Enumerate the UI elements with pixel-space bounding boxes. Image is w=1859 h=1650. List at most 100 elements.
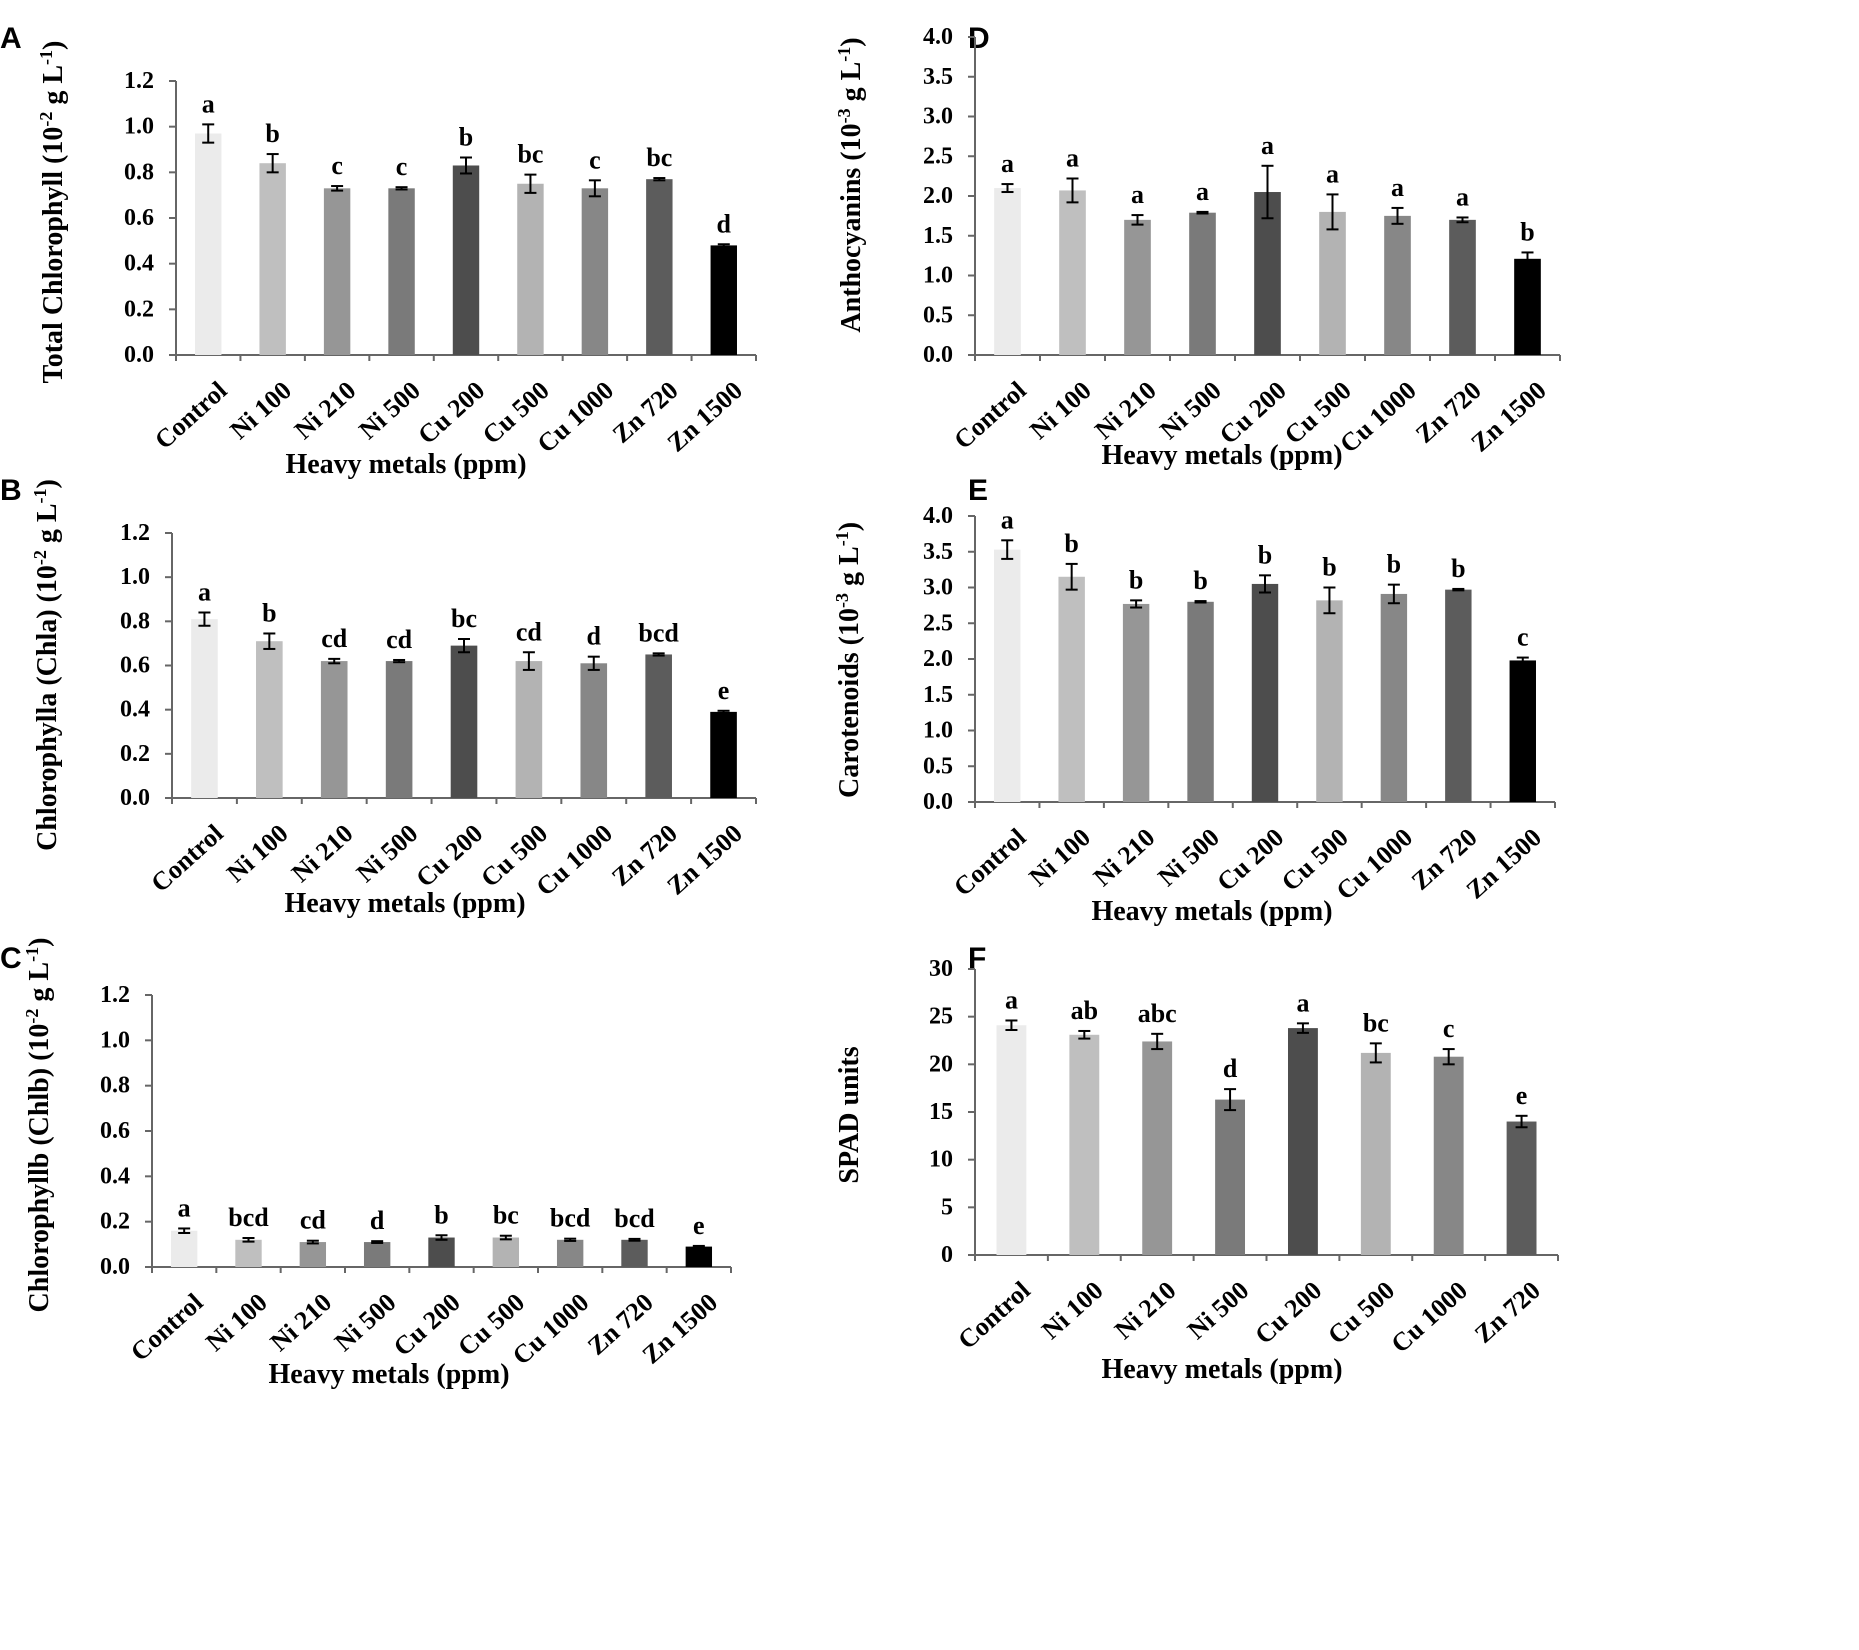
significance-letter: cd <box>300 1206 327 1235</box>
significance-letter: b <box>1322 553 1336 582</box>
bar <box>710 711 737 798</box>
panel-letter: A <box>0 22 22 55</box>
y-tick-label: 4.0 <box>923 24 953 50</box>
bar <box>320 661 348 798</box>
bar <box>685 1246 713 1267</box>
significance-letter: cd <box>516 617 543 646</box>
bar <box>1433 1056 1464 1255</box>
significance-letter: c <box>589 145 601 174</box>
bar <box>1360 1052 1391 1255</box>
x-tick-label: Ni 500 <box>1182 1276 1255 1345</box>
bar <box>994 188 1021 355</box>
y-tick-label: 3.5 <box>923 64 953 90</box>
significance-letter: bc <box>493 1201 519 1230</box>
panel-letter: D <box>968 22 990 55</box>
significance-letter: c <box>1443 1014 1455 1043</box>
bar <box>385 661 413 798</box>
x-tick-label: Control <box>948 376 1031 455</box>
x-tick-label: Ni 100 <box>1036 1276 1109 1345</box>
x-axis-title: Heavy metals (ppm) <box>268 1359 509 1390</box>
significance-letter: d <box>370 1206 385 1235</box>
x-tick-label: Cu 200 <box>412 376 490 450</box>
bar <box>710 245 737 355</box>
bar <box>388 188 415 355</box>
y-tick-label: 0.5 <box>923 302 953 328</box>
y-axis-title: Chlorophyllb (Chlb) (10-2 g L-1) <box>22 938 55 1313</box>
chart-panel-a: A 0.0 0.2 0.4 0.6 0.8 1.0 1.2 a Control b Ni 100 c Ni… <box>0 22 757 480</box>
significance-letter: bc <box>646 143 672 172</box>
y-tick-label: 4.0 <box>923 503 953 529</box>
y-tick-label: 1.0 <box>100 1027 130 1053</box>
x-tick-label: Ni 500 <box>1154 376 1227 445</box>
x-tick-label: Ni 500 <box>353 376 426 445</box>
significance-letter: b <box>1193 566 1207 595</box>
significance-letter: b <box>262 598 276 627</box>
y-tick-label: 2.0 <box>923 646 953 672</box>
significance-letter: bcd <box>638 618 679 647</box>
significance-letter: cd <box>386 625 413 654</box>
significance-letter: b <box>1258 540 1272 569</box>
bar <box>1384 215 1411 355</box>
y-tick-label: 3.5 <box>923 539 953 565</box>
y-tick-label: 3.0 <box>923 575 953 601</box>
y-tick-label: 0.2 <box>100 1209 130 1235</box>
significance-letter: c <box>331 151 343 180</box>
y-tick-label: 25 <box>929 1004 953 1030</box>
bar <box>1380 593 1408 802</box>
x-tick-label: Ni 100 <box>200 1288 273 1357</box>
bar <box>1189 212 1216 355</box>
significance-letter: cd <box>321 624 348 653</box>
significance-letter: a <box>1196 177 1209 206</box>
x-axis-title: Heavy metals (ppm) <box>1101 1354 1342 1385</box>
significance-letter: b <box>1129 565 1143 594</box>
y-tick-label: 1.2 <box>124 68 154 94</box>
bar <box>515 661 543 798</box>
significance-letter: a <box>178 1193 191 1222</box>
significance-letter: bc <box>451 604 477 633</box>
y-tick-label: 0.0 <box>100 1254 130 1280</box>
significance-letter: bcd <box>550 1204 591 1233</box>
y-tick-label: 2.0 <box>923 183 953 209</box>
significance-letter: a <box>198 578 211 607</box>
x-tick-label: Control <box>125 1288 208 1367</box>
x-tick-label: Cu 200 <box>410 819 488 893</box>
y-tick-label: 0.0 <box>923 789 953 815</box>
significance-letter: b <box>1387 550 1401 579</box>
y-axis-title: Total Chlorophyll (10-2 g L-1) <box>36 41 69 384</box>
x-tick-label: Cu 200 <box>1249 1276 1327 1350</box>
significance-letter: a <box>1066 144 1079 173</box>
chart-panel-e: E 0.0 0.5 1.0 1.5 2.0 2.5 3.0 3.5 4.0 a Control b Ni … <box>832 474 1556 927</box>
x-tick-label: Cu 200 <box>388 1288 466 1362</box>
bar <box>1142 1041 1173 1255</box>
bar <box>428 1237 455 1267</box>
significance-letter: bcd <box>228 1203 269 1232</box>
significance-letter: b <box>434 1200 448 1229</box>
bar <box>621 1239 648 1267</box>
x-tick-label: Ni 210 <box>1089 376 1162 445</box>
significance-letter: b <box>1520 217 1534 246</box>
x-tick-label: Control <box>149 376 232 455</box>
bar <box>450 645 478 798</box>
significance-letter: a <box>1456 182 1469 211</box>
y-axis-title: Chlorophylla (Chla) (10-2 g L-1) <box>30 479 63 851</box>
y-tick-label: 0.4 <box>120 697 150 723</box>
significance-letter: b <box>1451 554 1465 583</box>
y-tick-label: 1.5 <box>923 682 953 708</box>
bar <box>1445 589 1472 802</box>
bar <box>1187 601 1214 802</box>
bar <box>363 1242 391 1267</box>
panel-letter: C <box>0 942 22 975</box>
bar <box>299 1242 327 1267</box>
y-tick-label: 2.5 <box>923 610 953 636</box>
panel-letter: F <box>968 942 986 975</box>
bar <box>323 188 351 355</box>
x-axis-title: Heavy metals (ppm) <box>284 888 525 919</box>
bar <box>581 188 609 355</box>
y-tick-label: 1.0 <box>124 114 154 140</box>
y-tick-label: 30 <box>929 956 953 982</box>
bar <box>492 1237 520 1267</box>
significance-letter: a <box>1296 988 1309 1017</box>
bar <box>191 619 218 798</box>
x-tick-label: Zn 720 <box>1469 1276 1546 1349</box>
bar <box>996 1025 1027 1255</box>
